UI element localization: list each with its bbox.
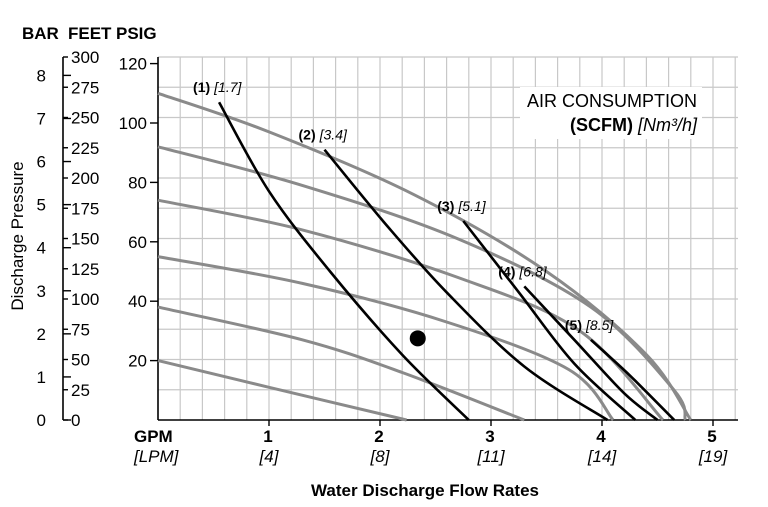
bar-tick-label: 6 [37,153,46,172]
lpm-unit-label: [LPM] [133,447,180,466]
bar-tick-label: 8 [37,66,46,85]
air-pressure-curve-40 [157,305,525,422]
air-consumption-label-1: (1) [1.7] [193,79,242,95]
air-consumption-label-scfm: (1) [193,79,210,95]
air-consumption-label-5: (5) [8.5] [565,317,614,333]
feet-tick-label: 150 [71,230,99,249]
bar-tick-label: 4 [37,239,46,258]
air-consumption-curve-1 [217,101,470,421]
operating-point-marker [409,330,426,347]
x-tick-gpm-label: 1 [263,427,272,446]
feet-tick-label: 225 [71,139,99,158]
x-tick-gpm-label: 4 [596,427,606,446]
psig-unit-header: PSIG [116,24,157,43]
legend-background [520,87,702,139]
x-tick-gpm-label: 3 [485,427,494,446]
x-tick-lpm-label: [11] [476,447,505,466]
air-consumption-label-scfm: (2) [299,127,316,143]
bar-tick-label: 0 [37,411,46,430]
air-consumption-label-nm3h: [1.7] [213,79,242,95]
psig-tick-label: 40 [128,292,147,311]
feet-tick-label: 275 [71,78,99,97]
feet-tick-label: 300 [71,48,99,67]
feet-tick-label: 75 [71,320,90,339]
legend-title-line1: AIR CONSUMPTION [527,91,697,111]
bar-tick-label: 1 [37,368,46,387]
feet-tick-label: 50 [71,351,90,370]
air-consumption-label-nm3h: [8.5] [585,317,614,333]
feet-tick-label: 250 [71,109,99,128]
psig-tick-label: 60 [128,233,147,252]
x-axis-title: Water Discharge Flow Rates [311,481,539,500]
feet-tick-label: 25 [71,381,90,400]
air-consumption-curve-2 [323,148,609,422]
feet-tick-label: 100 [71,290,99,309]
psig-tick-label: 120 [119,55,147,74]
air-consumption-label-3: (3) [5.1] [437,198,486,214]
gpm-unit-label: GPM [134,427,173,446]
bar-tick-label: 5 [37,196,46,215]
air-consumption-label-4: (4) [6.8] [498,263,547,279]
legend-title-line2: (SCFM) [Nm³/h] [570,115,698,135]
x-tick-gpm-label: 5 [707,427,716,446]
feet-tick-label: 125 [71,260,99,279]
bar-tick-label: 3 [37,282,46,301]
bar-tick-label: 7 [37,109,46,128]
air-consumption-label-2: (2) [3.4] [299,127,348,143]
x-tick-lpm-label: [4] [259,447,280,466]
air-pressure-curve-60 [157,255,615,421]
feet-ticks: 0 25 50 75 100 125 150 175 200 225 250 275 300 [63,48,99,430]
air-consumption-curve-4 [523,285,659,422]
psig-tick-label: 100 [119,114,147,133]
feet-tick-label: 200 [71,169,99,188]
air-pressure-curve-120 [157,91,693,421]
psig-ticks: 20 40 60 80 100 120 [119,55,158,371]
air-consumption-curves [217,101,676,422]
x-tick-lpm-label: [19] [698,447,729,466]
air-consumption-curve-3 [462,220,637,421]
x-tick-gpm-label: 2 [374,427,383,446]
bar-tick-label: 2 [37,325,46,344]
feet-tick-label: 175 [71,199,99,218]
air-consumption-label-scfm: (4) [498,263,515,279]
x-ticks: 1[4] 2[8] 3[11] 4[14] 5[19] [259,420,729,466]
feet-tick-label: 0 [71,411,80,430]
bar-unit-header: BAR [22,24,59,43]
air-consumption-curve-5 [590,338,676,421]
bar-ticks: 0 1 2 3 4 5 6 7 8 [37,66,71,430]
grid [158,56,738,420]
legend-title-scfm: (SCFM) [570,115,633,135]
air-consumption-label-scfm: (5) [565,317,582,333]
air-consumption-label-nm3h: [5.1] [457,198,486,214]
psig-tick-label: 20 [128,352,147,371]
psig-tick-label: 80 [128,173,147,192]
air-pressure-curve-20 [157,359,407,422]
x-tick-lpm-label: [14] [587,447,618,466]
air-consumption-label-scfm: (3) [437,198,454,214]
x-tick-lpm-label: [8] [370,447,391,466]
feet-unit-header: FEET [68,24,112,43]
y-axis-title: Discharge Pressure [8,161,27,310]
legend-title-nm3h: [Nm³/h] [637,115,698,135]
air-consumption-label-nm3h: [3.4] [319,127,348,143]
air-consumption-label-nm3h: [6.8] [518,263,547,279]
air-consumption-labels: (1) [1.7] (2) [3.4] (3) [5.1] (4) [6.8] (5) [8.5] [193,79,614,333]
